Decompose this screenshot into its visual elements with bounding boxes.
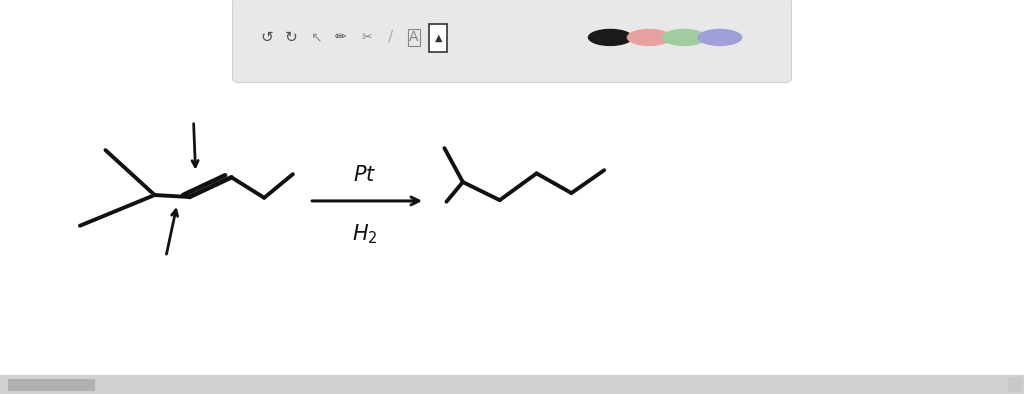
Text: $H_2$: $H_2$: [352, 223, 377, 246]
Text: ✂: ✂: [361, 31, 372, 44]
Text: ↻: ↻: [285, 30, 297, 45]
Bar: [8, 379, 95, 391]
Bar: [1008, 377, 1022, 392]
Text: ✏: ✏: [334, 30, 346, 45]
Text: $Pt$: $Pt$: [353, 165, 376, 185]
Circle shape: [588, 29, 633, 46]
Text: ▲: ▲: [434, 32, 442, 43]
Text: A: A: [409, 30, 419, 45]
Circle shape: [697, 29, 742, 46]
Text: ↖: ↖: [309, 30, 322, 45]
Circle shape: [662, 29, 707, 46]
FancyBboxPatch shape: [232, 0, 792, 83]
Text: /: /: [387, 30, 393, 45]
Circle shape: [627, 29, 672, 46]
Text: ↺: ↺: [261, 30, 273, 45]
Bar: [0, 375, 1024, 394]
Bar: [429, 24, 447, 52]
